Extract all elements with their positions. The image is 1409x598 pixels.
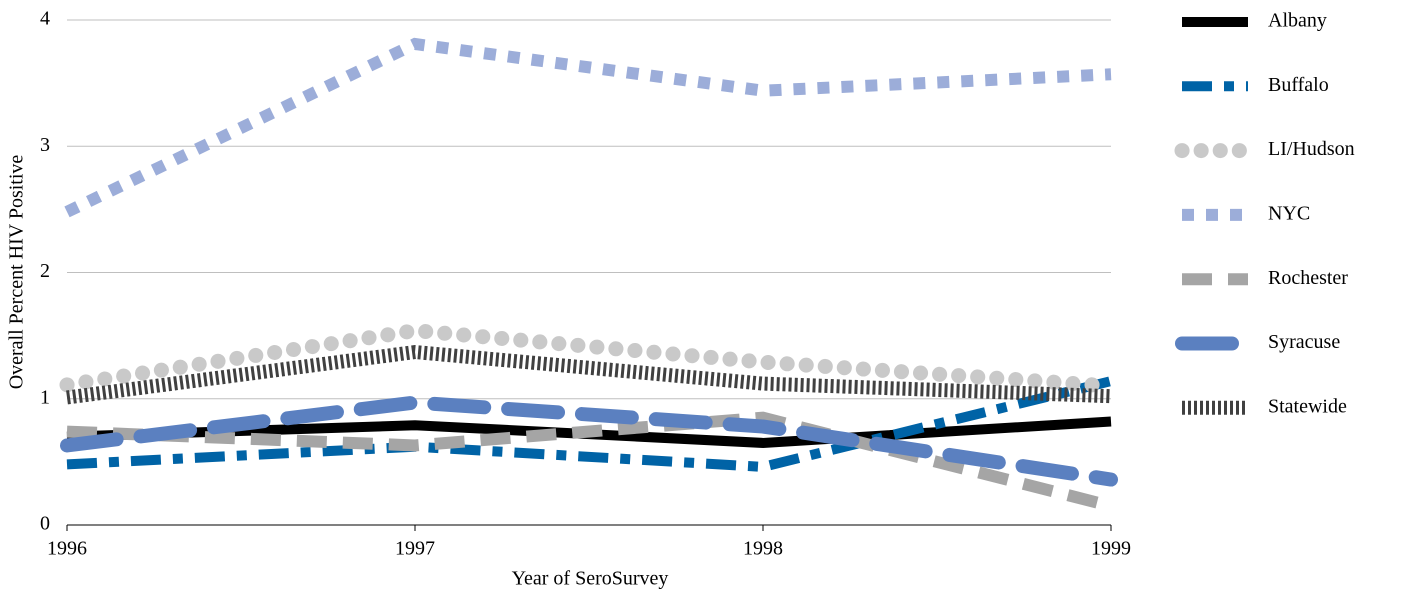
x-tick-label: 1997 (395, 538, 435, 560)
x-tick-label: 1999 (1091, 538, 1131, 560)
y-tick-label: 4 (40, 8, 50, 30)
series-line (64, 37, 1112, 218)
legend-label: Albany (1268, 10, 1327, 32)
y-tick-label: 3 (40, 134, 50, 156)
legend-entry: Albany (1182, 10, 1327, 32)
y-axis-title: Overall Percent HIV Positive (6, 155, 28, 390)
y-tick-label: 0 (40, 513, 50, 535)
series-line (66, 376, 1113, 472)
legend-entry: NYC (1182, 202, 1310, 224)
x-tick-label: 1998 (743, 538, 783, 560)
x-tick-label: 1996 (47, 538, 87, 560)
legend-label: Statewide (1268, 395, 1347, 417)
y-tick-label: 1 (40, 386, 50, 408)
series-line (60, 395, 1118, 487)
legend-label: Rochester (1268, 267, 1348, 289)
legend-label: Syracuse (1268, 331, 1340, 353)
legend-entry: LI/Hudson (1174, 138, 1355, 160)
legend-entry: Syracuse (1175, 331, 1340, 353)
series-line (59, 323, 1119, 394)
legend-label: LI/Hudson (1268, 138, 1355, 160)
legend-label: NYC (1268, 202, 1310, 224)
series-line (66, 411, 1113, 512)
legend-entry: Statewide (1182, 395, 1347, 417)
series-line (66, 344, 1112, 405)
y-tick-label: 2 (40, 260, 50, 282)
x-axis-title: Year of SeroSurvey (512, 568, 669, 590)
legend-entry: Buffalo (1182, 74, 1329, 96)
legend-label: Buffalo (1268, 74, 1329, 96)
legend-entry: Rochester (1182, 267, 1348, 289)
